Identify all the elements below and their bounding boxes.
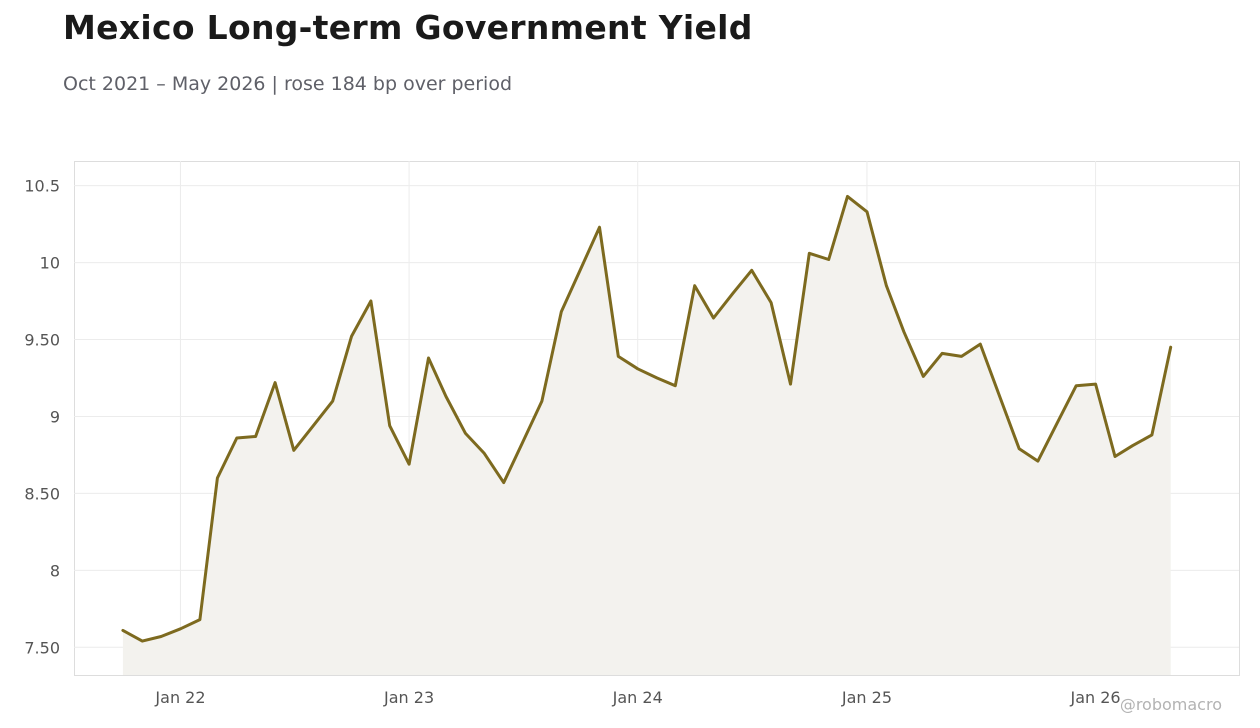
x-axis-ticks: Jan 22 Jan 23 Jan 24 Jan 25 Jan 26 bbox=[154, 688, 1120, 707]
y-tick-label: 9 bbox=[50, 407, 60, 426]
x-tick-label: Jan 22 bbox=[154, 688, 205, 707]
x-tick-label: Jan 26 bbox=[1070, 688, 1121, 707]
x-tick-label: Jan 23 bbox=[383, 688, 434, 707]
yield-area-fill bbox=[122, 196, 1171, 675]
x-tick-label: Jan 25 bbox=[841, 688, 892, 707]
area-fill-layer bbox=[122, 196, 1171, 675]
y-tick-label: 10.5 bbox=[24, 177, 60, 196]
y-tick-label: 10 bbox=[40, 254, 60, 273]
x-tick-label: Jan 24 bbox=[612, 688, 663, 707]
watermark-text: @robomacro bbox=[1120, 695, 1222, 714]
y-tick-label: 9.50 bbox=[24, 331, 60, 350]
yield-line bbox=[121, 194, 1173, 643]
chart-subtitle: Oct 2021 – May 2026 | rose 184 bp over p… bbox=[63, 73, 513, 95]
chart-title: Mexico Long-term Government Yield bbox=[63, 8, 753, 47]
y-axis-ticks: 7.50 8 8.50 9 9.50 10 10.5 bbox=[24, 177, 60, 658]
line-layer bbox=[121, 194, 1173, 643]
y-tick-label: 8.50 bbox=[24, 484, 60, 503]
y-tick-label: 7.50 bbox=[24, 638, 60, 657]
y-tick-label: 8 bbox=[50, 561, 60, 580]
